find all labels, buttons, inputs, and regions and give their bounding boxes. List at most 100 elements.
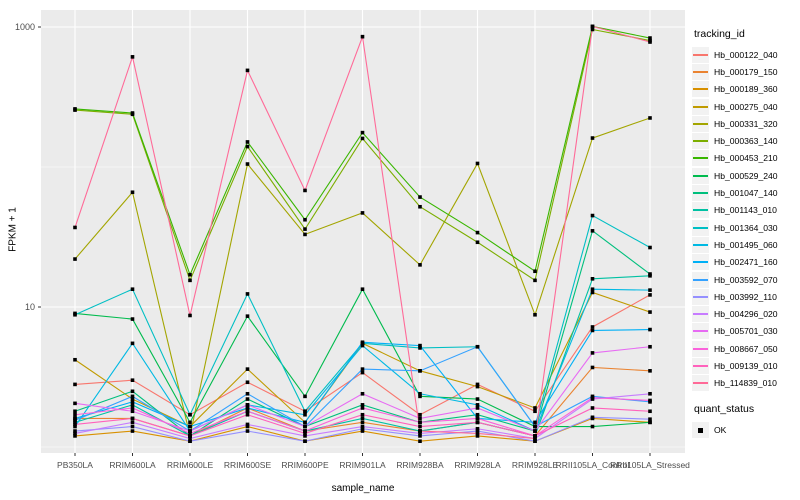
data-point	[360, 426, 365, 431]
data-point	[245, 68, 250, 73]
data-point	[245, 412, 250, 417]
data-point	[73, 434, 77, 438]
data-point	[73, 107, 77, 111]
legend-item-ok: OK	[692, 421, 800, 438]
legend-item-label: Hb_009139_010	[714, 360, 778, 371]
data-point	[245, 140, 250, 144]
legend-item-label: Hb_001495_060	[714, 239, 778, 250]
legend-key-icon	[692, 81, 709, 98]
legend-key-icon	[692, 288, 709, 305]
data-point	[648, 293, 652, 297]
legend-item-label: Hb_001143_010	[714, 205, 777, 216]
legend-item: Hb_001495_060	[692, 236, 800, 253]
data-point	[188, 431, 192, 436]
data-point	[73, 401, 77, 406]
data-point	[73, 424, 77, 429]
data-point	[130, 416, 135, 421]
data-point	[533, 406, 537, 410]
legend-item: Hb_001047_140	[692, 184, 800, 202]
data-point	[130, 429, 135, 433]
data-point	[360, 211, 365, 215]
data-point	[648, 417, 652, 421]
data-point	[303, 227, 307, 231]
legend-item: Hb_000529_240	[692, 167, 800, 184]
legend-key-icon	[692, 115, 709, 132]
legend-item: Hb_000275_040	[692, 98, 800, 115]
data-point	[590, 415, 595, 420]
data-point	[533, 434, 537, 438]
data-point	[245, 367, 250, 371]
data-point	[648, 40, 652, 44]
data-point	[360, 429, 365, 433]
legend-item-label: Hb_114839_010	[714, 378, 777, 389]
data-point	[360, 130, 365, 135]
legend-key-icon	[692, 167, 709, 184]
legend-item-label: Hb_000363_140	[714, 136, 778, 147]
data-point	[245, 409, 250, 414]
data-point	[303, 232, 307, 237]
legend-item-label: Hb_002471_160	[714, 257, 778, 268]
legend-item: Hb_000331_320	[692, 115, 800, 132]
data-point	[590, 328, 595, 333]
x-tick-label: RRII105LA_Stressed	[610, 460, 690, 470]
data-point	[245, 429, 250, 433]
data-point	[360, 343, 365, 348]
data-point	[73, 357, 77, 362]
legend-item-label: Hb_000453_210	[714, 153, 778, 164]
data-point	[533, 409, 537, 414]
data-point	[475, 240, 480, 245]
data-point	[360, 416, 365, 421]
data-point	[303, 431, 307, 436]
data-point	[648, 398, 652, 403]
data-point	[360, 391, 365, 396]
legend-key-icon	[692, 375, 709, 392]
data-point	[188, 420, 192, 425]
legend-item-label: Hb_000122_040	[714, 49, 778, 60]
data-point	[245, 162, 250, 166]
data-point	[590, 213, 595, 218]
data-point	[475, 406, 480, 410]
data-point	[360, 412, 365, 417]
data-point	[303, 439, 307, 444]
data-point	[418, 204, 422, 209]
legend-item: Hb_008667_050	[692, 340, 800, 357]
data-point	[475, 426, 480, 431]
data-point	[303, 429, 307, 433]
data-point	[73, 420, 77, 425]
data-point	[303, 434, 307, 438]
data-point	[533, 436, 537, 441]
data-point	[303, 188, 307, 193]
data-point	[648, 420, 652, 425]
x-tick-label: RRII105LA_Control	[556, 460, 630, 470]
x-tick-label: RRIM901LA	[339, 460, 386, 470]
data-point	[533, 420, 537, 425]
x-tick-label: RRIM600LE	[167, 460, 214, 470]
data-point	[130, 287, 135, 292]
data-point	[245, 406, 250, 410]
data-point	[73, 312, 77, 317]
data-point	[648, 274, 652, 278]
data-point	[130, 389, 135, 394]
legend-key-icon	[692, 219, 709, 236]
legend-tracking-id: tracking_id Hb_000122_040 Hb_000179_150 Hb…	[692, 28, 800, 392]
legend-item: Hb_000363_140	[692, 132, 800, 150]
legend-item: Hb_005701_030	[692, 323, 800, 340]
data-point	[130, 409, 135, 414]
data-point	[648, 245, 652, 250]
data-point	[418, 429, 422, 433]
data-point	[73, 422, 77, 427]
data-point	[475, 403, 480, 407]
data-point	[303, 412, 307, 417]
data-point	[73, 257, 77, 261]
legend-quant-status: quant_status OK	[692, 403, 800, 438]
data-point	[303, 420, 307, 425]
legend-item-label: Hb_000275_040	[714, 101, 778, 112]
legend-key-icon	[692, 306, 709, 323]
data-point	[130, 190, 135, 195]
legend-item: Hb_003992_110	[692, 288, 800, 305]
data-point	[245, 391, 250, 396]
x-tick-label: PB350LA	[57, 460, 93, 470]
data-point	[245, 380, 250, 385]
data-point	[475, 416, 480, 421]
legend-item: Hb_000453_210	[692, 150, 800, 167]
